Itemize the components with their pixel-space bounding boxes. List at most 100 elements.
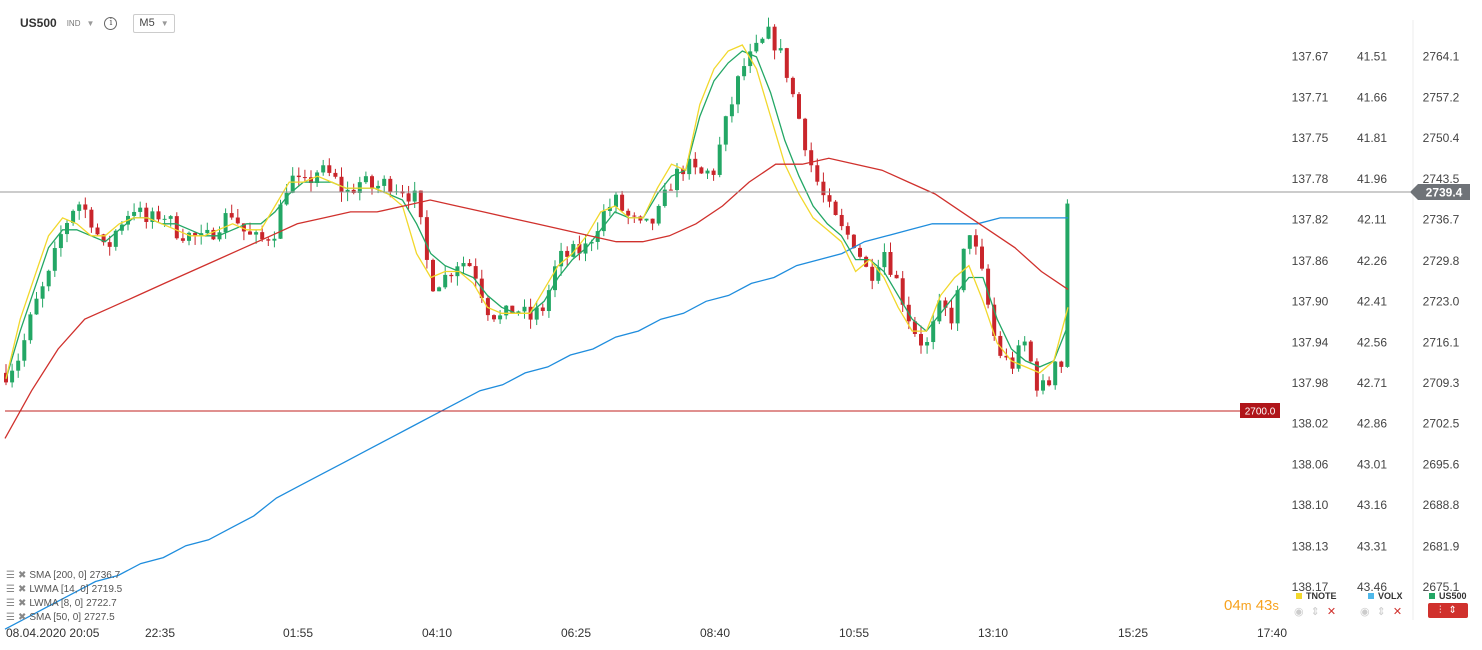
- candle-body: [858, 247, 862, 257]
- candle-body: [601, 210, 606, 232]
- candle-body: [132, 211, 137, 216]
- drag-handle-icon[interactable]: ☰: [6, 598, 15, 609]
- info-icon[interactable]: i: [104, 16, 118, 30]
- candle-body: [1016, 345, 1021, 369]
- candle-body: [900, 278, 905, 305]
- alert-level-badge: 2700.0: [1240, 403, 1280, 418]
- candle-body: [138, 207, 143, 212]
- tnote-tick-label: 137.90: [1292, 294, 1329, 308]
- candle-body: [766, 26, 771, 39]
- close-icon[interactable]: ✕: [1326, 606, 1337, 618]
- candle-body: [992, 304, 997, 336]
- candle-body: [632, 215, 637, 217]
- time-tick-label: 13:10: [978, 626, 1008, 640]
- candle-body: [46, 270, 51, 287]
- candle-body: [516, 311, 521, 314]
- candle-body: [571, 244, 576, 257]
- close-icon[interactable]: ✖: [17, 584, 27, 595]
- legend-swatch: [1368, 593, 1374, 599]
- sort-icon[interactable]: ⇕: [1310, 606, 1320, 618]
- candle-body: [321, 165, 326, 173]
- legend-swatch: [1429, 593, 1435, 599]
- candle-body: [388, 178, 393, 193]
- candle-body: [870, 266, 875, 281]
- sort-icon[interactable]: ⇕: [1448, 605, 1457, 616]
- time-tick-label: 06:25: [561, 626, 591, 640]
- symbol-type: IND: [66, 18, 81, 28]
- candle-body: [973, 235, 978, 247]
- timeframe-select[interactable]: M5 ▼: [133, 13, 175, 33]
- candle-body: [327, 165, 332, 173]
- candle-body: [284, 192, 289, 205]
- candle-body: [461, 263, 466, 267]
- price-tick-label: 2675.1: [1423, 580, 1460, 594]
- close-icon[interactable]: ✖: [17, 598, 27, 609]
- candle-body: [650, 218, 655, 224]
- candle-body: [382, 178, 387, 186]
- candle-body: [546, 290, 551, 312]
- candle-body: [376, 185, 381, 189]
- legend-us500: US500: [1429, 591, 1467, 601]
- close-icon[interactable]: ✖: [17, 612, 27, 623]
- volx-tick-label: 42.56: [1357, 335, 1387, 349]
- indicator-label: LWMA [14, 0]: [29, 584, 89, 595]
- candle-body: [223, 213, 228, 233]
- timer-minutes-unit: m: [1240, 598, 1252, 613]
- drag-handle-icon[interactable]: ☰: [6, 584, 15, 595]
- candle-body: [10, 370, 15, 383]
- legend-us500-controls[interactable]: ⫶ ⇕: [1428, 603, 1468, 618]
- timer-seconds: 43: [1255, 597, 1273, 614]
- candle-body: [888, 252, 893, 275]
- symbol-name[interactable]: US500: [20, 16, 57, 30]
- tnote-tick-label: 138.10: [1292, 498, 1329, 512]
- drag-handle-icon[interactable]: ☰: [6, 570, 15, 581]
- legend-tnote-controls: ◉ ⇕ ✕: [1294, 605, 1336, 618]
- candle-body: [1028, 341, 1033, 362]
- candle-body: [711, 170, 716, 175]
- candle-body: [821, 181, 826, 196]
- eye-icon[interactable]: ◉: [1294, 606, 1304, 618]
- candle-body: [510, 305, 515, 314]
- candle-body: [290, 175, 295, 193]
- candle-body: [266, 239, 271, 241]
- candle-body: [864, 256, 869, 267]
- candle-body: [272, 238, 277, 241]
- candle-body: [803, 118, 808, 151]
- candle-body: [187, 232, 191, 241]
- close-icon[interactable]: ✖: [17, 570, 27, 581]
- indicator-row: ☰ ✖ SMA [200, 0] 2736.7: [6, 569, 122, 583]
- eye-icon[interactable]: ◉: [1360, 606, 1370, 618]
- candle-body: [925, 342, 930, 346]
- candle-body: [28, 314, 33, 341]
- candle-body: [254, 232, 259, 235]
- alert-level-label: 2700.0: [1245, 407, 1276, 418]
- candle-body: [58, 234, 63, 249]
- candle-body: [113, 230, 118, 247]
- candle-body: [296, 175, 301, 178]
- price-tick-label: 2688.8: [1423, 498, 1460, 512]
- candle-body: [699, 167, 704, 174]
- drag-handle-icon[interactable]: ☰: [6, 612, 15, 623]
- candlestick-icon[interactable]: ⫶: [1439, 605, 1442, 616]
- candle-body: [107, 242, 112, 247]
- candle-body: [833, 201, 838, 215]
- candle-body: [412, 190, 417, 202]
- sort-icon[interactable]: ⇕: [1376, 606, 1386, 618]
- volx-tick-label: 43.16: [1357, 498, 1387, 512]
- candle-body: [967, 235, 972, 249]
- candle-body: [485, 298, 490, 316]
- price-tick-label: 2702.5: [1423, 417, 1460, 431]
- indicator-line: [4, 157, 1069, 439]
- price-tick-label: 2736.7: [1423, 213, 1460, 227]
- symbol-bar: US500 IND ▼ i M5 ▼: [20, 13, 175, 33]
- close-icon[interactable]: ✕: [1392, 606, 1403, 618]
- chevron-down-icon[interactable]: ▼: [86, 18, 95, 28]
- candle-body: [894, 274, 899, 279]
- candle-body: [229, 213, 234, 218]
- candle-body: [437, 287, 442, 292]
- candle-body: [809, 150, 814, 166]
- candle-body: [662, 189, 667, 206]
- candle-body: [101, 234, 106, 243]
- candle-body: [40, 286, 45, 299]
